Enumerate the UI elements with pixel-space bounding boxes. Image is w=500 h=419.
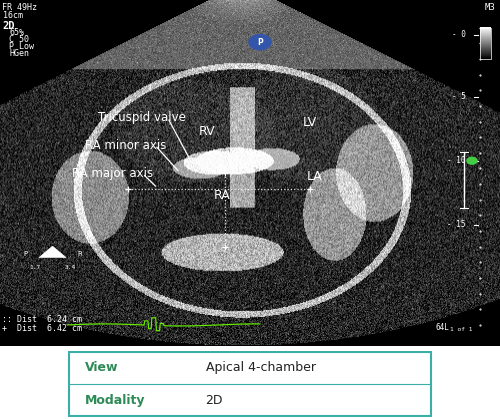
Text: RA major axis: RA major axis bbox=[72, 167, 154, 180]
Bar bbox=[480, 28, 491, 59]
Text: +  Dist  6.42 cm: + Dist 6.42 cm bbox=[2, 323, 82, 333]
Text: HGen: HGen bbox=[9, 49, 29, 58]
Text: RV: RV bbox=[199, 125, 216, 138]
Text: R: R bbox=[77, 251, 82, 257]
Text: 1 of 1: 1 of 1 bbox=[450, 327, 472, 332]
Text: 16cm: 16cm bbox=[2, 11, 22, 20]
Text: P: P bbox=[257, 38, 263, 47]
Text: FR 49Hz: FR 49Hz bbox=[2, 3, 37, 13]
Text: LV: LV bbox=[303, 116, 317, 129]
Text: 2D: 2D bbox=[206, 394, 223, 407]
Polygon shape bbox=[39, 246, 66, 258]
Text: G: G bbox=[50, 248, 55, 253]
Text: Apical 4-chamber: Apical 4-chamber bbox=[206, 362, 316, 375]
Text: View: View bbox=[86, 362, 119, 375]
Text: 2D: 2D bbox=[2, 21, 15, 31]
Text: - 5: - 5 bbox=[452, 92, 466, 101]
Text: P: P bbox=[24, 251, 28, 257]
Circle shape bbox=[249, 34, 271, 50]
Text: - 10: - 10 bbox=[448, 156, 466, 165]
Text: 64L: 64L bbox=[435, 323, 449, 332]
Text: 1.7: 1.7 bbox=[29, 265, 40, 270]
Text: M3: M3 bbox=[484, 3, 495, 13]
Text: LA: LA bbox=[307, 170, 323, 183]
Circle shape bbox=[467, 157, 477, 164]
Text: Modality: Modality bbox=[86, 394, 146, 407]
Text: - 0: - 0 bbox=[452, 30, 466, 39]
Text: P Low: P Low bbox=[9, 42, 34, 51]
Text: :: Dist  6.24 cm: :: Dist 6.24 cm bbox=[2, 315, 82, 324]
Text: C 50: C 50 bbox=[9, 35, 29, 44]
Text: - 15: - 15 bbox=[448, 220, 466, 229]
Text: RA: RA bbox=[214, 189, 231, 202]
Text: 65%: 65% bbox=[9, 28, 24, 37]
Text: 3.4: 3.4 bbox=[65, 265, 76, 270]
Text: RA minor axis: RA minor axis bbox=[85, 139, 166, 152]
FancyBboxPatch shape bbox=[68, 352, 432, 416]
Text: Tricuspid valve: Tricuspid valve bbox=[98, 111, 186, 124]
